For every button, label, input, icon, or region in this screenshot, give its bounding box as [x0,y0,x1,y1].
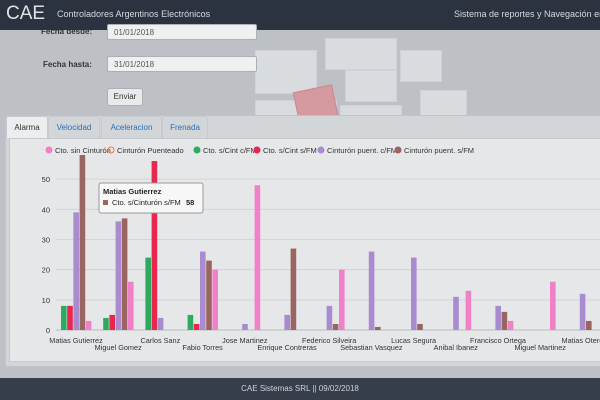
bar[interactable] [200,251,206,330]
legend-marker[interactable] [394,146,402,154]
bar[interactable] [550,281,556,330]
decor-block [255,50,317,94]
date-to-input[interactable]: 31/01/2018 [107,56,257,72]
top-navbar: CAE Controladores Argentinos Electrónico… [0,0,600,30]
y-tick-label: 50 [42,175,50,184]
bar[interactable] [103,317,109,330]
bar[interactable] [254,185,261,330]
bar[interactable] [417,323,423,330]
legend-label[interactable]: Cto. s/Cint s/FM [263,146,317,155]
date-from-label: Fecha desde: [41,27,93,36]
alarm-chart: 0 10 20 30 40 50 Cto. sin Cinturón Cinturón Pue… [9,138,600,362]
legend-label[interactable]: Cinturón Puenteado [117,146,184,155]
tooltip-swatch [103,200,108,205]
company-name: Controladores Argentinos Electrónicos [57,9,211,19]
system-title: Sistema de reportes y Navegación en Tie [454,9,600,19]
bar[interactable] [85,320,92,330]
bar[interactable] [465,290,472,330]
y-tick-label: 0 [46,326,50,335]
x-tick-label: Miguel Martinez [514,343,566,352]
bar[interactable] [326,305,333,330]
footer: CAE Sistemas SRL || 09/02/2018 [0,378,600,400]
date-to-label: Fecha hasta: [43,60,92,69]
bar[interactable] [368,251,375,330]
legend-marker[interactable] [107,146,115,154]
legend-marker[interactable] [45,146,53,154]
bar[interactable] [212,269,218,330]
legend-marker[interactable] [317,146,325,154]
y-tick-label: 10 [42,296,50,305]
chart-tooltip [98,182,204,214]
bar[interactable] [145,257,151,330]
decor-block [325,38,397,70]
footer-text: CAE Sistemas SRL || 09/02/2018 [241,384,359,393]
tooltip-title: Matias Gutierrez [103,187,162,196]
tab-velocidad[interactable]: Velocidad [48,116,100,138]
bar[interactable] [501,311,508,330]
bar[interactable] [121,218,128,330]
bar[interactable] [411,257,417,330]
x-tick-label: Carlos Sanz [141,336,181,345]
bar[interactable] [67,305,73,330]
x-tick-label: Matias Gutierrez [49,336,103,345]
y-tick-label: 40 [42,205,50,214]
bar[interactable] [339,269,345,330]
x-tick-label: Matias Otero [562,336,600,345]
bar[interactable] [284,314,290,330]
bar[interactable] [109,314,115,330]
decor-block [400,50,442,82]
tooltip-value: 58 [186,198,194,207]
bar[interactable] [61,305,67,330]
x-tick-label: Jose Martinez [222,336,268,345]
legend-marker[interactable] [193,146,201,154]
y-tick-label: 20 [42,266,50,275]
legend-marker[interactable] [253,146,261,154]
x-tick-label: Fabio Torres [182,343,223,352]
bar[interactable] [157,317,164,330]
bar[interactable] [128,281,134,330]
bar[interactable] [193,323,200,330]
y-tick-label: 30 [42,236,50,245]
decor-block [420,90,467,117]
submit-button[interactable]: Enviar [107,88,143,106]
bar-chart-svg: 0 10 20 30 40 50 Cto. sin Cinturón Cinturón Pue… [42,146,600,352]
bar[interactable] [151,161,158,330]
bar[interactable] [79,155,86,330]
bar[interactable] [332,323,339,330]
tab-frenada[interactable]: Frenada [162,116,208,138]
legend-label[interactable]: Cinturón puent. s/FM [404,146,474,155]
x-tick-label: Enrique Contreras [257,343,317,352]
bar[interactable] [206,260,212,330]
bar[interactable] [242,323,248,330]
decor-block [345,70,397,102]
legend-label[interactable]: Cinturón puent. c/FM [327,146,397,155]
legend-label[interactable]: Cto. sin Cinturón [55,146,111,155]
bar[interactable] [115,221,122,330]
tab-alarma[interactable]: Alarma [6,116,48,138]
x-tick-label: Miguel Gomez [95,343,142,352]
bar[interactable] [187,314,194,330]
x-tick-label: Francisco Ortega [470,336,527,345]
bar[interactable] [586,320,592,330]
bar[interactable] [507,320,514,330]
tab-aceleracion[interactable]: Aceleracion [101,116,162,138]
bar[interactable] [579,293,586,330]
x-tick-label: Anibal Ibanez [434,343,479,352]
x-tick-label: Federico Silveira [302,336,357,345]
bar[interactable] [495,305,501,330]
x-tick-label: Lucas Segura [391,336,437,345]
bar[interactable] [290,248,297,330]
brand-logo[interactable]: CAE [6,3,46,24]
bar[interactable] [375,326,381,330]
x-tick-label: Sebastian Vasquez [340,343,403,352]
tooltip-series: Cto. s/Cinturón s/FM [112,198,181,207]
bar[interactable] [73,212,79,330]
date-from-input[interactable]: 01/01/2018 [107,24,257,40]
bar[interactable] [453,296,459,330]
legend-label[interactable]: Cto. s/Cint c/FM [203,146,257,155]
